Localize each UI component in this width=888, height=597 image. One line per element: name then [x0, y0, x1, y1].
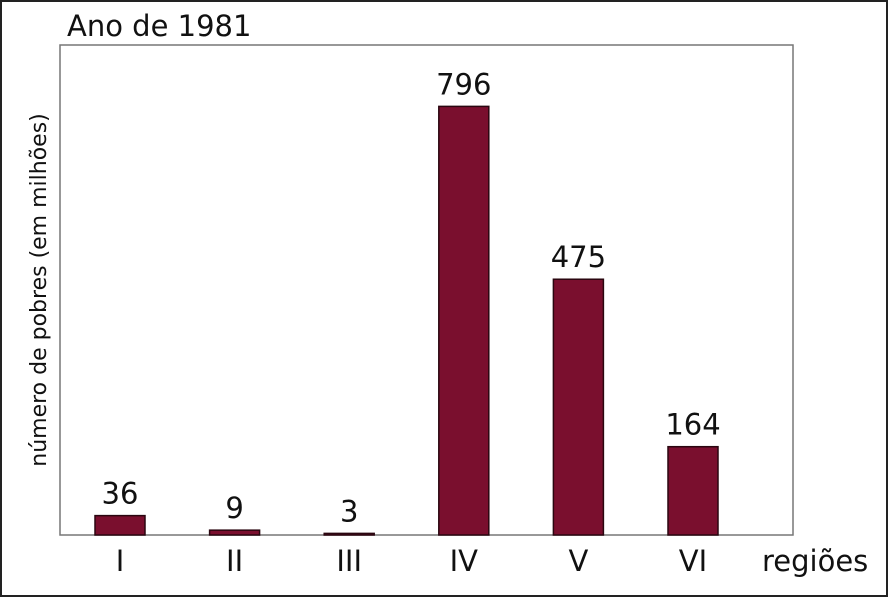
bar — [667, 445, 719, 536]
bar — [323, 532, 375, 536]
value-label: 164 — [665, 408, 720, 442]
y-axis-label: número de pobres (em milhões) — [27, 113, 52, 466]
value-label: 3 — [340, 494, 358, 528]
x-tick-label: II — [226, 544, 243, 578]
x-tick-label: III — [336, 544, 362, 578]
value-label: 475 — [551, 240, 606, 274]
value-label: 796 — [436, 67, 491, 101]
x-tick-label: I — [116, 544, 125, 578]
x-tick-label: V — [568, 544, 588, 578]
chart-title: Ano de 1981 — [67, 9, 251, 43]
bar — [438, 105, 490, 536]
x-tick-label: VI — [679, 544, 707, 578]
x-tick-label: IV — [450, 544, 479, 578]
bar — [552, 278, 605, 536]
value-label: 36 — [102, 477, 139, 511]
bar — [94, 514, 146, 536]
value-label: 9 — [225, 491, 243, 525]
plot-area — [59, 44, 794, 536]
x-axis-label: regiões — [762, 544, 868, 578]
bar — [208, 529, 261, 536]
